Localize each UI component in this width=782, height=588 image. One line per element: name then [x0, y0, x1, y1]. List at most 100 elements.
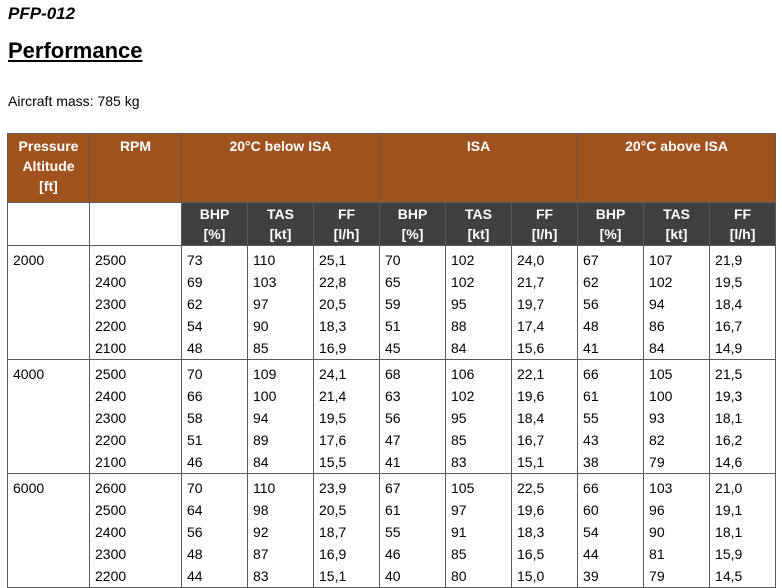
header-quantity: TAS	[663, 206, 691, 222]
value-cell: 85	[247, 337, 314, 360]
value-cell: 105	[643, 359, 711, 385]
value-cell: 51	[181, 429, 248, 451]
value-cell: 46	[379, 543, 447, 565]
table-row: 2000 2500 73 110 25,1 70 102 24,0 67 107 21,9	[7, 245, 777, 360]
value-cell: 16,7	[511, 429, 579, 451]
performance-table: Pressure Altitude [ft] RPM 20°C below IS…	[7, 133, 777, 588]
value-cell: 70	[181, 359, 248, 385]
value-cell: 94	[643, 293, 711, 315]
table-row: 6000 2600 70 110 23,9 67 105 22,5 66 103 21,0	[7, 473, 777, 588]
value-cell: 84	[445, 337, 513, 360]
value-cell: 18,3	[312, 315, 381, 337]
value-cell: 55	[379, 521, 447, 543]
value-cell: 83	[445, 451, 513, 474]
value-cell: 103	[643, 473, 711, 499]
value-cell: 54	[577, 521, 645, 543]
value-cell: 24,1	[312, 359, 381, 385]
value-cell: 16,9	[312, 543, 381, 565]
header-blank-cell	[7, 202, 90, 246]
header-altitude-line: Altitude	[22, 158, 75, 174]
header-above-isa: 20°C above ISA	[577, 133, 777, 203]
document-id: PFP-012	[8, 4, 76, 23]
value-cell: 19,6	[511, 385, 579, 407]
header-unit: [kt]	[467, 226, 490, 242]
value-cell: 41	[577, 337, 645, 360]
value-cell: 16,9	[312, 337, 381, 360]
value-cell: 70	[181, 473, 248, 499]
header-row-conditions: Pressure Altitude [ft] RPM 20°C below IS…	[7, 133, 777, 203]
rpm-cell: 2500	[89, 245, 182, 271]
value-cell: 39	[577, 565, 645, 588]
header-tas-unit: TAS [kt]	[643, 202, 711, 246]
rpm-cell: 2600	[89, 473, 182, 499]
value-cell: 64	[181, 499, 248, 521]
table-row: 2400 66 100 21,4 63 102 19,6 61 100 19,3	[8, 385, 777, 407]
value-cell: 41	[379, 451, 447, 474]
header-bhp-unit: BHP [%]	[181, 202, 248, 246]
header-below-isa: 20°C below ISA	[180, 133, 381, 203]
value-cell: 48	[577, 315, 645, 337]
value-cell: 21,4	[312, 385, 381, 407]
table-row: 2300 62 97 20,5 59 95 19,7 56 94 18,4	[8, 293, 777, 315]
value-cell: 16,5	[511, 543, 579, 565]
value-cell: 18,1	[709, 521, 777, 543]
value-cell: 38	[577, 451, 645, 474]
table-row: 2200 51 89 17,6 47 85 16,7 43 82 16,2	[8, 429, 777, 451]
header-quantity: BHP	[199, 206, 230, 222]
header-unit: [kt]	[665, 226, 688, 242]
value-cell: 102	[445, 385, 513, 407]
value-cell: 43	[577, 429, 645, 451]
value-cell: 15,6	[511, 337, 579, 360]
value-cell: 67	[379, 473, 447, 499]
value-cell: 62	[577, 271, 645, 293]
value-cell: 94	[247, 407, 314, 429]
value-cell: 45	[379, 337, 447, 360]
header-quantity: TAS	[465, 206, 492, 222]
value-cell: 21,7	[511, 271, 579, 293]
header-unit: [kt]	[269, 226, 292, 242]
value-cell: 100	[247, 385, 314, 407]
value-cell: 103	[247, 271, 314, 293]
header-ff-unit: FF [l/h]	[511, 202, 579, 246]
value-cell: 66	[577, 359, 645, 385]
value-cell: 15,5	[312, 451, 381, 474]
rpm-cell: 2100	[89, 451, 182, 474]
value-cell: 85	[445, 429, 513, 451]
value-cell: 54	[181, 315, 248, 337]
rpm-cell: 2300	[89, 543, 182, 565]
value-cell: 15,9	[709, 543, 777, 565]
rpm-cell: 2500	[89, 359, 182, 385]
header-bhp-unit: BHP [%]	[379, 202, 447, 246]
header-row-units: BHP [%] TAS [kt] FF [l/h] BHP [%] TAS [kt] FF [l/h]…	[7, 202, 777, 246]
value-cell: 16,2	[709, 429, 777, 451]
value-cell: 16,7	[709, 315, 777, 337]
value-cell: 21,9	[709, 245, 777, 271]
value-cell: 63	[379, 385, 447, 407]
value-cell: 73	[181, 245, 248, 271]
page-title: Performance	[8, 38, 143, 63]
value-cell: 110	[247, 245, 314, 271]
header-altitude-line: Pressure	[18, 138, 79, 154]
value-cell: 65	[379, 271, 447, 293]
value-cell: 97	[247, 293, 314, 315]
value-cell: 44	[577, 543, 645, 565]
value-cell: 79	[643, 451, 711, 474]
value-cell: 60	[577, 499, 645, 521]
rpm-cell: 2200	[89, 565, 182, 588]
header-rpm: RPM	[89, 133, 182, 203]
header-isa: ISA	[379, 133, 579, 203]
value-cell: 24,0	[511, 245, 579, 271]
value-cell: 21,5	[709, 359, 777, 385]
header-pressure-altitude: Pressure Altitude [ft]	[7, 133, 90, 203]
header-unit: [l/h]	[333, 226, 360, 242]
value-cell: 79	[643, 565, 711, 588]
value-cell: 68	[379, 359, 447, 385]
value-cell: 22,1	[511, 359, 579, 385]
header-unit: [l/h]	[531, 226, 558, 242]
value-cell: 87	[247, 543, 314, 565]
header-quantity: FF	[337, 206, 356, 222]
value-cell: 91	[445, 521, 513, 543]
value-cell: 18,4	[709, 293, 777, 315]
header-blank-cell	[89, 202, 182, 246]
header-unit: [%]	[599, 226, 622, 242]
